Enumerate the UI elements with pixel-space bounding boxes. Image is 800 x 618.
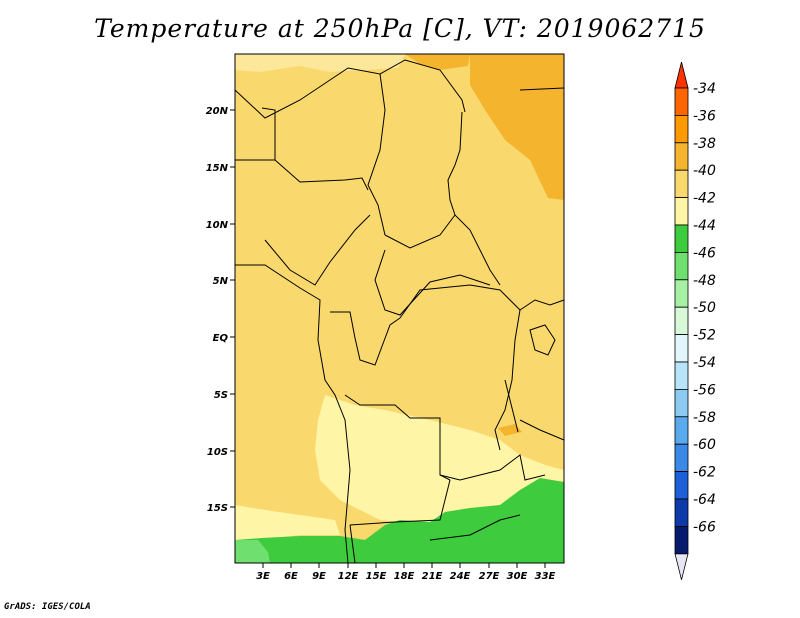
border-coast bbox=[235, 264, 351, 564]
lon-axis: 3E 6E 9E 12E 15E 18E 21E 24E 27E 30E 33E bbox=[256, 563, 556, 582]
border-lake-tanganyika bbox=[504, 379, 519, 433]
colorbar-swatch bbox=[674, 498, 689, 527]
border-nigeria-cameroon bbox=[264, 214, 371, 286]
field-44-south bbox=[235, 478, 564, 563]
colorbar-label: -54 bbox=[693, 355, 716, 371]
colorbar-swatch bbox=[674, 279, 689, 308]
lat-label: 5S bbox=[214, 390, 228, 401]
lon-label: 9E bbox=[312, 571, 326, 582]
colorbar-label: -62 bbox=[693, 465, 716, 481]
border-namibia bbox=[349, 524, 356, 564]
border-congo bbox=[330, 311, 401, 366]
lat-label: 15N bbox=[206, 163, 229, 174]
colorbar-swatch bbox=[674, 115, 689, 144]
border-zambia bbox=[439, 454, 546, 481]
colorbar-label: -58 bbox=[693, 410, 716, 426]
lon-label: 6E bbox=[284, 571, 298, 582]
colorbar-swatch bbox=[674, 142, 689, 171]
colorbar-label: -44 bbox=[693, 218, 716, 234]
colorbar-swatch bbox=[674, 169, 689, 198]
lon-label: 21E bbox=[422, 571, 443, 582]
lon-label: 24E bbox=[450, 571, 471, 582]
lat-label: EQ bbox=[213, 333, 229, 344]
colorbar-swatch bbox=[674, 388, 689, 418]
lat-axis: 20N 15N 10N 5N EQ 5S 10S 15S bbox=[206, 106, 235, 514]
border-car-south bbox=[374, 249, 491, 316]
lat-label: 10N bbox=[206, 220, 229, 231]
border-chad-sudan bbox=[447, 111, 463, 216]
credit-label: GrADS: IGES/COLA bbox=[4, 602, 91, 612]
colorbar-swatch bbox=[674, 87, 689, 116]
border-niger-nigeria bbox=[274, 159, 369, 191]
colorbar-label: -40 bbox=[693, 163, 716, 179]
lat-label: 20N bbox=[206, 106, 229, 117]
colorbar-swatch bbox=[674, 197, 689, 226]
lat-label: 15S bbox=[207, 503, 228, 514]
border-uganda bbox=[519, 299, 565, 311]
border-car bbox=[384, 214, 501, 286]
border-drc-north bbox=[399, 284, 521, 319]
colorbar-label: -64 bbox=[693, 492, 716, 508]
lat-label: 10S bbox=[207, 447, 228, 458]
lon-label: 27E bbox=[479, 571, 500, 582]
lon-label: 12E bbox=[338, 571, 359, 582]
colorbar-swatch bbox=[674, 334, 689, 363]
colorbar-label: -52 bbox=[693, 328, 716, 344]
colorbar-swatch bbox=[674, 471, 689, 500]
lon-label: 33E bbox=[535, 571, 556, 582]
colorbar-label: -48 bbox=[693, 273, 716, 289]
colorbar: -34 -36 -38 -40 -42 -44 -46 -48 -50 -52 -54 -56 -58 -… bbox=[674, 61, 716, 580]
lat-label: 5N bbox=[213, 276, 229, 287]
colorbar-label: -66 bbox=[693, 519, 716, 535]
colorbar-label: -36 bbox=[693, 108, 716, 124]
border-sudan-ethiopia bbox=[519, 87, 565, 91]
field-42-north-strip bbox=[235, 54, 405, 72]
colorbar-label: -56 bbox=[693, 382, 716, 398]
colorbar-top-arrow bbox=[674, 61, 689, 89]
colorbar-label: -50 bbox=[693, 300, 716, 316]
colorbar-swatch bbox=[674, 416, 689, 445]
colorbar-bottom-arrow bbox=[674, 553, 689, 580]
border-lake-victoria bbox=[529, 324, 556, 356]
lon-label: 30E bbox=[507, 571, 528, 582]
colorbar-label: -38 bbox=[693, 136, 716, 152]
border-chad-west bbox=[367, 73, 386, 236]
lon-label: 18E bbox=[394, 571, 415, 582]
colorbar-swatch bbox=[674, 361, 689, 390]
colorbar-label: -60 bbox=[693, 437, 716, 453]
colorbar-label: -42 bbox=[693, 191, 716, 207]
border-west-africa bbox=[235, 107, 276, 161]
field-38-spot bbox=[498, 424, 522, 436]
colorbar-swatch bbox=[674, 306, 689, 336]
map-title: Temperature at 250hPa [C], VT: 201906271… bbox=[94, 14, 706, 43]
field-38-north bbox=[405, 54, 470, 70]
colorbar-label: -46 bbox=[693, 245, 716, 261]
colorbar-swatch bbox=[674, 251, 689, 281]
field-38-northeast bbox=[470, 54, 564, 200]
border-tanzania bbox=[519, 419, 565, 441]
colorbar-swatch bbox=[674, 526, 689, 555]
lon-label: 15E bbox=[366, 571, 387, 582]
field-46-southwest bbox=[235, 540, 270, 563]
field-42-west bbox=[235, 505, 340, 545]
colorbar-label: -34 bbox=[693, 81, 716, 97]
border-angola-south bbox=[349, 479, 451, 526]
colorbar-swatch bbox=[674, 443, 689, 473]
country-borders bbox=[234, 59, 565, 564]
lon-label: 3E bbox=[256, 571, 270, 582]
temperature-field bbox=[235, 54, 564, 563]
colorbar-swatch bbox=[674, 224, 689, 253]
border-zambia-south bbox=[429, 514, 521, 541]
map-frame bbox=[234, 53, 565, 564]
